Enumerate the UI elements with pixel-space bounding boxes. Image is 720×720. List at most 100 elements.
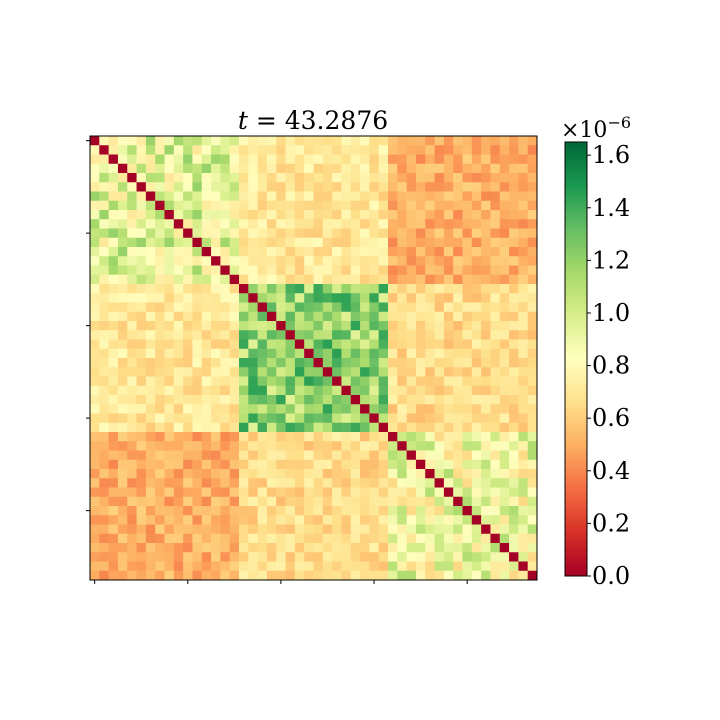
heatmap-cell [341,339,352,350]
heatmap-cell [406,496,417,507]
heatmap-cell [155,367,165,377]
heatmap-cell [155,561,165,572]
heatmap-cell [155,136,165,146]
heatmap-cell [276,173,286,183]
heatmap-cell [434,422,445,433]
heatmap-cell [304,348,314,359]
heatmap-cell [173,265,184,276]
heatmap-cell [229,450,240,461]
heatmap-cell [211,404,221,414]
heatmap-cell [108,348,119,359]
heatmap-cell [127,432,137,442]
heatmap-cell [481,413,491,424]
heatmap-cell [462,552,473,562]
heatmap-cell [145,321,156,331]
heatmap-cell [155,163,165,174]
heatmap-cell [499,487,510,498]
heatmap-cell [155,496,165,507]
heatmap-cell [341,422,352,433]
heatmap-cell [341,154,352,165]
heatmap-cell [173,506,184,516]
heatmap-cell [211,506,221,516]
heatmap-cell [99,478,110,488]
heatmap-cell [453,348,463,359]
heatmap-cell [239,330,249,340]
heatmap-cell [220,339,231,350]
heatmap-cell [313,487,324,498]
heatmap-cell [388,284,398,294]
heatmap-cell [220,395,231,405]
heatmap-cell [90,256,100,266]
heatmap-cell [527,274,538,285]
heatmap-cell [201,524,212,535]
heatmap-cell [192,487,203,498]
heatmap-cell [90,496,100,507]
heatmap-cell [164,515,175,525]
heatmap-cell [406,348,417,359]
heatmap-cell [285,385,296,396]
heatmap-cell [145,210,156,220]
heatmap-cell [90,413,100,424]
heatmap-cell [266,237,277,248]
heatmap-cell [471,413,482,424]
heatmap-cell [155,533,165,544]
heatmap-cell [220,432,231,442]
heatmap-cell [285,330,296,340]
heatmap-cell [90,274,100,285]
heatmap-cell [388,404,398,414]
heatmap-cell [136,506,147,516]
heatmap-cell [397,247,408,257]
heatmap-cell [220,404,231,414]
heatmap-cell [99,200,110,211]
heatmap-cell [360,154,370,165]
heatmap-cell [285,339,296,350]
heatmap-cell [127,524,137,535]
heatmap-cell [360,274,370,285]
heatmap-cell [304,191,314,202]
heatmap-cell [155,348,165,359]
heatmap-cell [90,450,100,461]
heatmap-cell [369,228,380,239]
heatmap-cell [378,533,389,544]
heatmap-cell [266,376,277,387]
heatmap-cell [229,404,240,414]
heatmap-cell [266,561,277,572]
heatmap-cell [388,478,398,488]
heatmap-cell [509,487,519,498]
heatmap-cell [229,173,240,183]
heatmap-cell [136,570,147,581]
heatmap-cell [192,367,203,377]
heatmap-cell [397,506,408,516]
heatmap-cell [453,385,463,396]
heatmap-cell [443,432,454,442]
heatmap-cell [406,200,417,211]
heatmap-cell [369,515,380,525]
heatmap-cell [90,339,100,350]
heatmap-cell [499,311,510,322]
heatmap-cell [257,413,268,424]
heatmap-cell [369,210,380,220]
heatmap-cell [229,533,240,544]
heatmap-cell [434,469,445,479]
heatmap-cell [266,228,277,239]
heatmap-cell [453,228,463,239]
heatmap-cell [108,395,119,405]
heatmap-cell [173,469,184,479]
heatmap-cell [397,459,408,470]
heatmap-cell [211,413,221,424]
heatmap-cell [425,422,435,433]
heatmap-cell [360,552,370,562]
heatmap-cell [499,302,510,313]
heatmap-cell [183,570,193,581]
heatmap-cell [239,173,249,183]
heatmap-cell [415,274,426,285]
heatmap-cell [192,506,203,516]
heatmap-cell [155,154,165,165]
heatmap-cell [173,561,184,572]
heatmap-cell [108,182,119,192]
heatmap-cell [183,552,193,562]
heatmap-cell [527,367,538,377]
heatmap-cell [145,367,156,377]
heatmap-cell [276,487,286,498]
heatmap-cell [415,543,426,553]
